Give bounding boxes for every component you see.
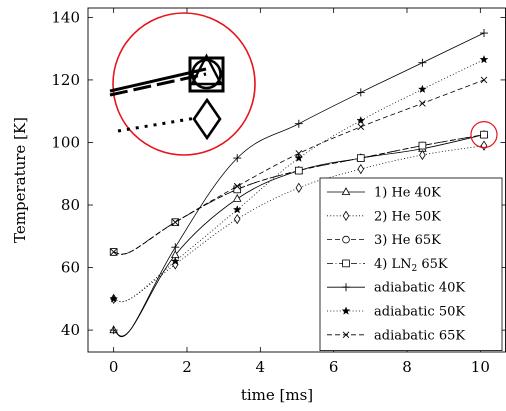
legend-entry: 2) He 50K	[327, 209, 441, 224]
legend-marker	[342, 283, 350, 292]
data-point	[479, 55, 489, 64]
series-5	[109, 29, 488, 338]
legend-box	[319, 177, 503, 352]
data-point	[170, 256, 180, 266]
zoom-diamond-marker	[192, 97, 222, 141]
data-point	[357, 163, 365, 175]
series-line	[113, 32, 485, 338]
data-point	[480, 29, 488, 38]
data-point	[233, 185, 242, 194]
x-tick-label: 6	[329, 358, 339, 376]
data-point	[232, 193, 242, 202]
series-line	[113, 59, 485, 303]
legend-entry: adiabatic 40K	[327, 281, 465, 296]
zoom-target-circle	[470, 121, 498, 149]
data-point	[357, 123, 365, 131]
zoom-triangle-marker	[190, 53, 223, 86]
series-6	[109, 55, 489, 303]
data-point	[356, 154, 365, 162]
legend-label: 2) He 50K	[374, 209, 441, 224]
data-point	[233, 154, 242, 163]
series-line	[113, 79, 485, 255]
y-tick-label: 100	[51, 133, 80, 151]
y-tick-label: 60	[61, 259, 80, 277]
data-point	[232, 205, 242, 214]
legend-entry: 1) He 40K	[327, 186, 441, 201]
y-tick-label: 120	[51, 71, 80, 89]
series-line	[113, 145, 485, 302]
x-tick-label: 4	[256, 358, 266, 376]
data-point	[480, 130, 488, 139]
zoom-inset-content	[109, 53, 225, 141]
data-point	[171, 218, 179, 226]
y-tick-label: 40	[61, 321, 80, 339]
series-line	[113, 134, 485, 255]
legend-marker	[342, 235, 350, 244]
data-point	[295, 166, 303, 175]
y-tick-label: 140	[51, 8, 80, 26]
x-tick-label: 2	[182, 358, 192, 376]
series-7	[110, 76, 488, 256]
data-point	[109, 294, 119, 303]
y-axis-label: Temperature [K]	[11, 117, 29, 243]
legend-marker	[342, 210, 350, 221]
data-point	[233, 213, 241, 225]
legend-marker	[342, 331, 350, 339]
legend-label: 1) He 40K	[374, 186, 441, 201]
legend: 1) He 40K 2) He 50K 3) He 65K 4) LN2 65K adi…	[319, 177, 503, 352]
zoom-annotation	[109, 12, 498, 156]
data-point	[356, 116, 366, 125]
legend-marker	[341, 306, 351, 315]
legend-marker	[341, 187, 351, 196]
data-point	[419, 100, 426, 107]
x-axis-label: time [ms]	[241, 386, 313, 404]
data-point	[295, 150, 303, 157]
data-point	[171, 243, 180, 252]
data-point	[294, 153, 304, 162]
data-point	[480, 76, 488, 84]
data-point	[419, 149, 426, 161]
data-point	[480, 140, 488, 151]
x-tick-label: 10	[471, 358, 490, 376]
data-point	[110, 248, 117, 256]
legend-entry: adiabatic 65K	[327, 328, 465, 343]
data-point	[356, 88, 365, 97]
legend-label: adiabatic 50K	[374, 305, 465, 320]
data-point	[418, 84, 427, 94]
x-tick-label: 0	[109, 358, 119, 376]
data-point	[109, 326, 118, 335]
series-group	[109, 29, 489, 338]
y-tick-label: 80	[61, 196, 80, 214]
data-point	[295, 182, 303, 193]
data-point	[418, 141, 427, 150]
legend-label: adiabatic 65K	[374, 328, 465, 343]
legend-label: 3) He 65K	[374, 233, 441, 248]
legend-entry: 4) LN2 65K	[327, 257, 448, 274]
data-point	[294, 119, 303, 128]
legend-marker	[342, 259, 350, 268]
zoom-line-dotted	[117, 116, 197, 133]
data-point	[233, 182, 241, 190]
legend-label: adiabatic 40K	[374, 281, 465, 296]
zoom-circle-marker	[191, 58, 222, 90]
data-point	[418, 58, 427, 67]
ticks: 0 2 4 6 8 10 40 60 80 100 120 140	[51, 8, 506, 376]
legend-entry: 3) He 65K	[327, 233, 441, 248]
x-tick-label: 8	[402, 358, 412, 376]
legend-entry: adiabatic 50K	[327, 305, 465, 320]
legend-label: 4) LN2 65K	[374, 257, 448, 274]
